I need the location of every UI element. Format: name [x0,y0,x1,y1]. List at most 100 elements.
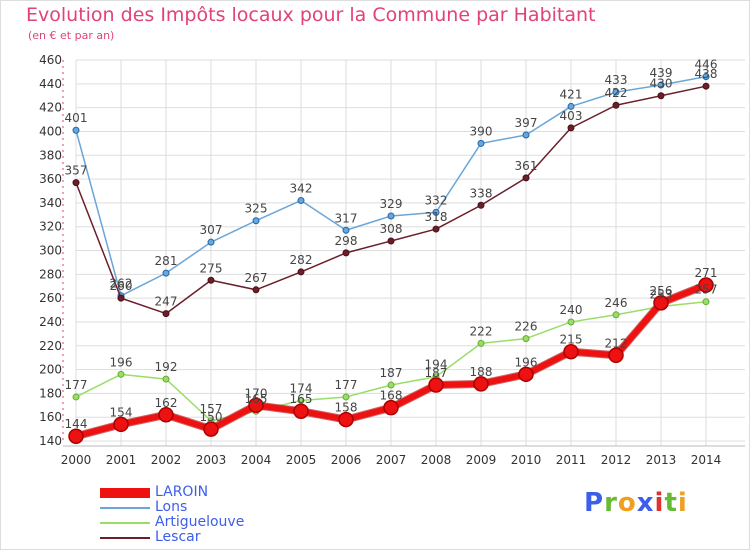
data-point [608,347,624,364]
data-point [702,298,710,306]
data-point [653,295,669,311]
x-tick-label: 2013 [646,453,677,467]
data-point [567,318,575,326]
data-label: 240 [560,303,583,317]
data-point [72,126,80,134]
y-tick-label: 380 [39,148,62,162]
data-label: 438 [695,67,718,81]
data-point [113,416,129,433]
y-tick-label: 280 [39,267,62,281]
data-point [162,269,170,277]
x-tick-label: 2014 [691,453,722,467]
data-point [297,196,305,204]
data-point [387,381,395,389]
data-label: 267 [245,271,268,285]
legend-label: Artiguelouve [155,514,245,530]
y-tick-label: 300 [39,244,62,258]
x-tick-label: 2009 [466,453,497,467]
y-tick-label: 360 [39,172,62,186]
y-tick-label: 420 [39,101,62,115]
data-label: 401 [65,111,88,125]
data-point [207,238,215,246]
data-label: 390 [470,124,493,138]
data-label: 150 [200,410,223,424]
data-point [68,428,84,444]
x-tick-label: 2005 [286,453,317,467]
data-label: 275 [200,261,223,275]
y-tick-label: 240 [39,315,62,329]
data-point [432,208,440,216]
y-tick-label: 340 [39,196,62,210]
data-point [203,421,219,437]
data-label: 361 [515,159,538,173]
data-point [567,102,575,110]
y-tick-label: 260 [39,291,62,305]
data-point [477,201,485,209]
x-tick-label: 2012 [601,453,632,467]
data-label: 329 [380,197,403,211]
chart-subtitle: (en € et par an) [28,29,115,42]
data-point [702,73,710,81]
data-point [158,407,174,423]
data-label: 439 [650,66,673,80]
data-point [293,403,309,419]
data-label: 298 [335,234,358,248]
data-label: 338 [470,186,493,200]
legend-label: Lons [155,499,188,515]
data-label: 212 [605,336,628,350]
data-label: 170 [245,386,268,400]
legend-label: LAROIN [155,484,209,500]
data-label: 397 [515,116,538,130]
data-point [342,393,350,401]
legend-item-laroin: LAROIN [100,485,244,500]
legend-label: Lescar [155,529,201,545]
data-point [428,377,444,393]
legend-item-artiguelouve: Artiguelouve [100,515,244,530]
data-point [657,92,665,100]
data-point [72,393,80,401]
data-label: 433 [605,73,628,87]
y-tick-label: 200 [39,363,62,377]
data-point [473,376,489,392]
data-label: 222 [470,324,493,338]
x-tick-label: 2008 [421,453,452,467]
data-point [522,174,530,182]
data-label: 196 [110,355,133,369]
y-tick-label: 160 [39,410,62,424]
data-point [518,366,534,383]
data-label: 430 [650,77,673,91]
data-point [207,276,215,284]
data-label: 281 [155,254,178,268]
x-tick-label: 2007 [376,453,407,467]
data-label: 192 [155,360,178,374]
data-label: 421 [560,87,583,101]
data-point [522,131,530,139]
data-point [342,249,350,257]
data-label: 194 [425,358,448,372]
data-point [387,212,395,220]
data-point [252,286,260,294]
data-label: 307 [200,223,223,237]
data-point [477,139,485,147]
series-lescar [72,82,710,318]
y-tick-label: 320 [39,220,62,234]
x-tick-label: 2004 [241,453,272,467]
data-point [387,237,395,245]
data-label: 188 [470,365,493,379]
legend-swatch [100,487,150,498]
legend: LAROIN Lons Artiguelouve Lescar [100,485,244,545]
data-point [162,310,170,318]
data-label: 422 [605,86,628,100]
y-tick-label: 440 [39,77,62,91]
data-label: 226 [515,320,538,334]
data-point [477,339,485,347]
data-point [698,277,714,293]
data-point [117,294,125,302]
legend-item-lons: Lons [100,500,244,515]
data-point [252,217,260,225]
data-label: 282 [290,253,313,267]
series-layer [68,73,714,444]
series-lons [72,73,710,300]
data-point [563,343,579,360]
data-label: 256 [650,284,673,298]
